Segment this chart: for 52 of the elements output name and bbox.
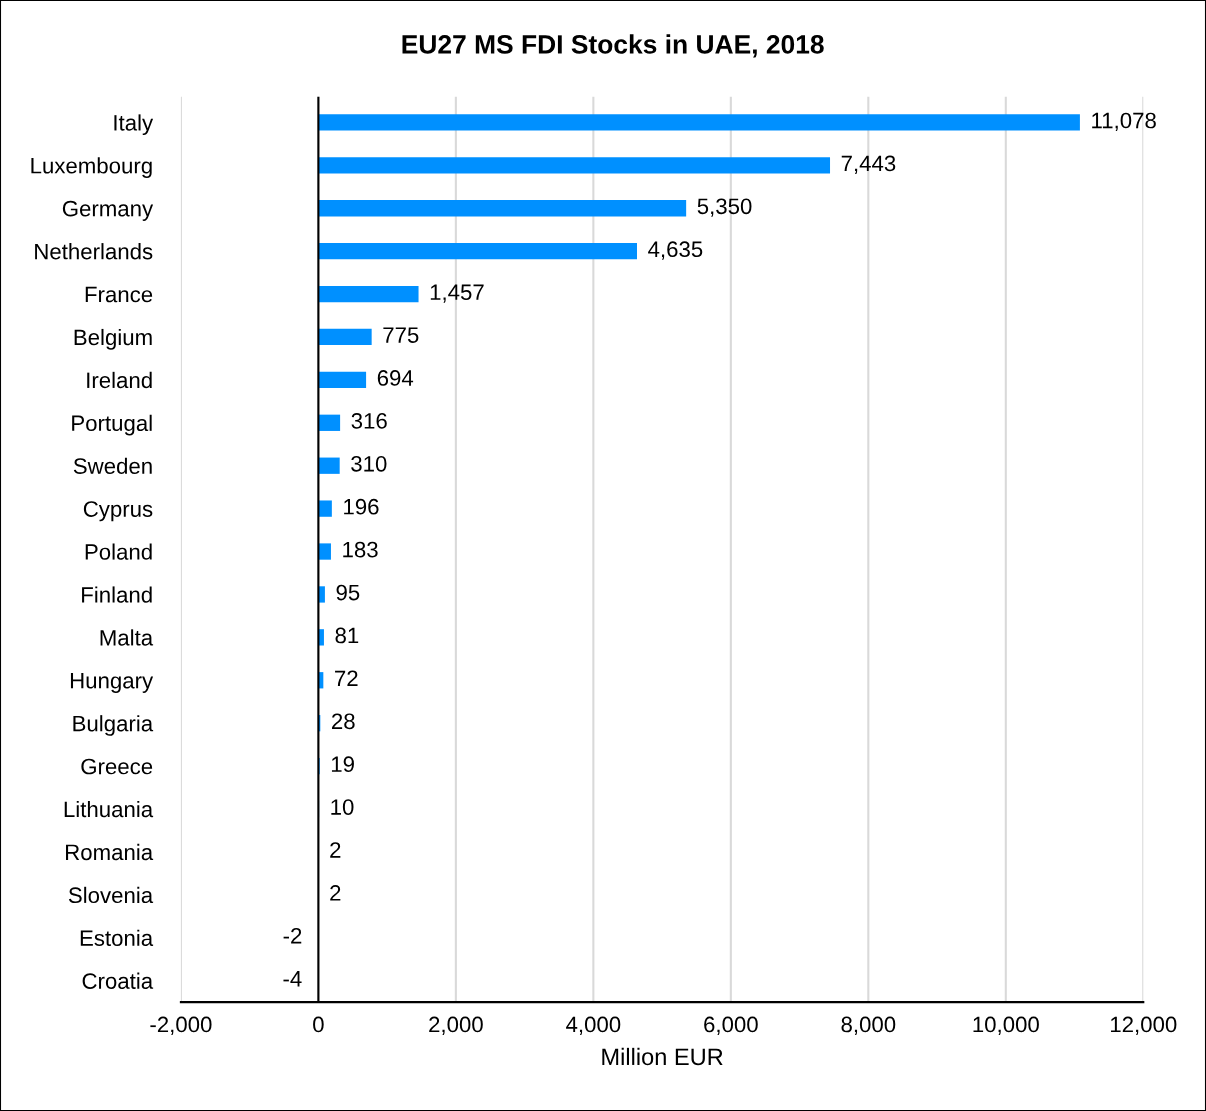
y-tick-label: Cyprus — [83, 501, 153, 522]
chart-title: EU27 MS FDI Stocks in UAE, 2018 — [402, 34, 824, 58]
x-tick-label: 12,000 — [1111, 1016, 1177, 1035]
data-label: 310 — [351, 455, 387, 472]
y-tick-label: Belgium — [74, 328, 152, 350]
y-tick-label: Sweden — [73, 457, 152, 474]
data-label: 10 — [331, 799, 354, 815]
data-label: 4,635 — [648, 241, 703, 260]
x-tick-label: 2,000 — [429, 1016, 483, 1035]
x-tick-label: -2,000 — [150, 1016, 212, 1035]
data-label: 183 — [343, 541, 378, 558]
y-tick-label: Hungary — [70, 673, 154, 693]
x-tick-label: 10,000 — [973, 1016, 1039, 1035]
y-tick-label: Germany — [62, 200, 154, 221]
data-label: 196 — [344, 498, 379, 515]
data-label: 81 — [335, 627, 359, 644]
y-tick-label: Greece — [81, 758, 153, 775]
y-tick-label: Croatia — [82, 972, 154, 989]
y-tick-label: Italy — [114, 114, 154, 136]
data-label: 316 — [351, 413, 387, 429]
data-label: -4 — [283, 971, 302, 987]
data-label: 7,443 — [841, 155, 896, 174]
y-tick-label: Luxembourg — [31, 157, 152, 178]
x-tick-label: 0 — [313, 1016, 324, 1033]
data-label: 11,078 — [1092, 112, 1156, 131]
data-label: 95 — [336, 584, 360, 601]
data-label: 694 — [377, 370, 414, 386]
x-tick-label: 4,000 — [566, 1016, 621, 1035]
data-label: 2 — [330, 885, 341, 901]
y-tick-label: France — [85, 286, 153, 303]
y-tick-label: Slovenia — [68, 886, 154, 904]
data-label: 19 — [331, 756, 354, 773]
x-tick-label: 8,000 — [841, 1016, 896, 1035]
data-label: 72 — [335, 670, 358, 687]
y-tick-label: Portugal — [72, 414, 152, 436]
y-tick-label: Malta — [100, 629, 154, 646]
x-tick-label: 6,000 — [704, 1016, 758, 1035]
data-label: 5,350 — [697, 198, 752, 217]
data-label: 28 — [332, 713, 355, 730]
y-tick-label: Finland — [82, 586, 152, 603]
y-tick-label: Romania — [66, 843, 154, 861]
y-tick-label: Lithuania — [64, 800, 154, 818]
y-tick-label: Poland — [85, 543, 152, 560]
data-label: -2 — [283, 927, 302, 944]
data-label: 1,457 — [430, 284, 484, 303]
x-axis-title: Million EUR — [602, 1047, 723, 1066]
y-tick-label: Bulgaria — [73, 715, 154, 736]
y-tick-label: Ireland — [87, 371, 152, 389]
y-tick-label: Estonia — [80, 929, 154, 947]
y-tick-label: Netherlands — [35, 243, 153, 260]
data-label: 775 — [383, 327, 419, 343]
data-label: 2 — [330, 842, 341, 858]
